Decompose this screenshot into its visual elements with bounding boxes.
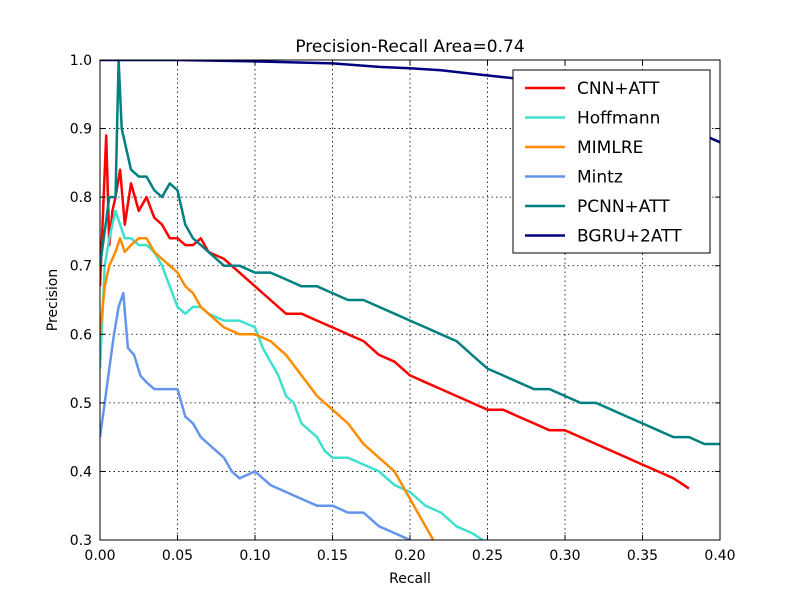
chart-title: Precision-Recall Area=0.74	[295, 37, 524, 57]
x-tick-label: 0.10	[239, 548, 270, 564]
legend-box	[512, 69, 711, 254]
x-tick-label: 0.40	[704, 548, 735, 564]
legend-entry: PCNN+ATT	[577, 197, 670, 217]
y-tick-label: 0.4	[70, 464, 92, 480]
y-tick-label: 0.7	[70, 259, 92, 275]
x-tick-label: 0.35	[627, 548, 658, 564]
y-tick-label: 0.8	[70, 190, 92, 206]
y-tick-label: 0.5	[70, 396, 92, 412]
legend: CNN+ATT Hoffmann MIMLRE Mintz PCNN+ATT BGRU+2…	[512, 69, 711, 254]
grid	[100, 60, 720, 540]
legend-entry: CNN+ATT	[577, 79, 660, 99]
x-axis-label: Recall	[389, 571, 431, 587]
legend-entry: Mintz	[577, 168, 623, 188]
series-line-cnn-att	[100, 134, 690, 490]
x-tick-label: 0.05	[162, 548, 193, 564]
y-tick-label: 0.6	[70, 327, 92, 343]
x-tick-label: 0.15	[317, 548, 348, 564]
series-lines	[100, 60, 720, 540]
x-tick-label: 0.25	[472, 548, 503, 564]
series-line-mintz	[100, 291, 411, 540]
y-tick-label: 1.0	[70, 53, 92, 69]
y-axis-label: Precision	[45, 269, 61, 331]
series-line-hoffmann	[100, 209, 484, 540]
axis-ticks: 0.00 0.05 0.10 0.15 0.20 0.25 0.30 0.35 0.40 0.3 0…	[70, 53, 736, 564]
x-tick-label: 0.00	[84, 548, 115, 564]
series-line-pcnn-att	[100, 60, 720, 446]
series-line-mimlre	[100, 237, 435, 540]
y-tick-label: 0.9	[70, 122, 92, 138]
x-tick-label: 0.20	[394, 548, 425, 564]
x-tick-label: 0.30	[549, 548, 580, 564]
legend-entry: MIMLRE	[577, 138, 643, 158]
y-tick-label: 0.3	[70, 533, 92, 549]
legend-entry: Hoffmann	[577, 109, 660, 129]
legend-entry: BGRU+2ATT	[577, 227, 682, 247]
